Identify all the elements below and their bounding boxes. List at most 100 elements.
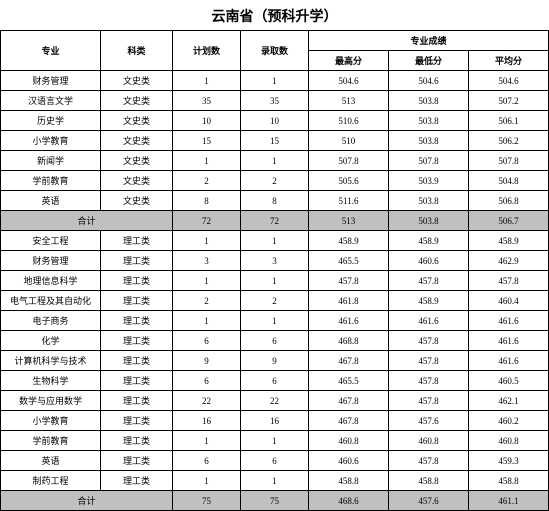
cell-avg: 461.6 <box>469 311 549 331</box>
table-body: 财务管理文史类11504.6504.6504.6汉语言文学文史类35355135… <box>1 71 549 511</box>
cell-min: 504.6 <box>389 71 469 91</box>
table-row: 财务管理文史类11504.6504.6504.6 <box>1 71 549 91</box>
subtotal-admit: 72 <box>241 211 309 231</box>
subtotal-min: 503.8 <box>389 211 469 231</box>
table-row: 电子商务理工类11461.6461.6461.6 <box>1 311 549 331</box>
cell-max: 465.5 <box>309 251 389 271</box>
cell-min: 457.6 <box>389 411 469 431</box>
cell-avg: 504.8 <box>469 171 549 191</box>
cell-plan: 10 <box>173 111 241 131</box>
cell-avg: 507.8 <box>469 151 549 171</box>
table-row: 小学教育文史类1515510503.8506.2 <box>1 131 549 151</box>
cell-plan: 6 <box>173 331 241 351</box>
cell-min: 458.9 <box>389 291 469 311</box>
cell-category: 理工类 <box>101 311 173 331</box>
cell-plan: 6 <box>173 371 241 391</box>
cell-max: 467.8 <box>309 351 389 371</box>
cell-category: 文史类 <box>101 171 173 191</box>
subtotal-avg: 506.7 <box>469 211 549 231</box>
cell-plan: 2 <box>173 291 241 311</box>
cell-plan: 1 <box>173 231 241 251</box>
cell-admit: 1 <box>241 431 309 451</box>
header-plan: 计划数 <box>173 31 241 71</box>
cell-major: 电气工程及其自动化 <box>1 291 101 311</box>
table-row: 安全工程理工类11458.9458.9458.9 <box>1 231 549 251</box>
cell-category: 理工类 <box>101 471 173 491</box>
table-row: 英语文史类88511.6503.8506.8 <box>1 191 549 211</box>
cell-major: 小学教育 <box>1 411 101 431</box>
cell-admit: 1 <box>241 271 309 291</box>
table-header: 专业 科类 计划数 录取数 专业成绩 最高分 最低分 平均分 <box>1 31 549 71</box>
cell-admit: 3 <box>241 251 309 271</box>
cell-category: 理工类 <box>101 351 173 371</box>
cell-admit: 1 <box>241 71 309 91</box>
cell-major: 英语 <box>1 451 101 471</box>
cell-admit: 16 <box>241 411 309 431</box>
table-row: 学前教育文史类22505.6503.9504.8 <box>1 171 549 191</box>
cell-major: 英语 <box>1 191 101 211</box>
cell-min: 457.8 <box>389 351 469 371</box>
cell-min: 503.8 <box>389 191 469 211</box>
cell-min: 457.8 <box>389 331 469 351</box>
table-row: 历史学文史类1010510.6503.8506.1 <box>1 111 549 131</box>
cell-category: 文史类 <box>101 131 173 151</box>
cell-plan: 8 <box>173 191 241 211</box>
cell-major: 汉语言文学 <box>1 91 101 111</box>
table-row: 财务管理理工类33465.5460.6462.9 <box>1 251 549 271</box>
cell-admit: 10 <box>241 111 309 131</box>
cell-avg: 504.6 <box>469 71 549 91</box>
cell-min: 458.9 <box>389 231 469 251</box>
subtotal-min: 457.6 <box>389 491 469 511</box>
header-score-group: 专业成绩 <box>309 31 549 51</box>
header-min: 最低分 <box>389 51 469 71</box>
table-row: 汉语言文学文史类3535513503.8507.2 <box>1 91 549 111</box>
cell-admit: 1 <box>241 471 309 491</box>
cell-major: 学前教育 <box>1 171 101 191</box>
cell-avg: 457.8 <box>469 271 549 291</box>
table-row: 制药工程理工类11458.8458.8458.8 <box>1 471 549 491</box>
cell-admit: 8 <box>241 191 309 211</box>
cell-avg: 460.8 <box>469 431 549 451</box>
cell-min: 460.8 <box>389 431 469 451</box>
cell-plan: 15 <box>173 131 241 151</box>
subtotal-row: 合计7272513503.8506.7 <box>1 211 549 231</box>
subtotal-avg: 461.1 <box>469 491 549 511</box>
cell-major: 地理信息科学 <box>1 271 101 291</box>
cell-major: 电子商务 <box>1 311 101 331</box>
cell-avg: 458.9 <box>469 231 549 251</box>
table-row: 新闻学文史类11507.8507.8507.8 <box>1 151 549 171</box>
cell-admit: 9 <box>241 351 309 371</box>
cell-admit: 6 <box>241 371 309 391</box>
cell-max: 461.8 <box>309 291 389 311</box>
cell-major: 制药工程 <box>1 471 101 491</box>
cell-admit: 1 <box>241 231 309 251</box>
cell-min: 458.8 <box>389 471 469 491</box>
cell-category: 理工类 <box>101 271 173 291</box>
header-max: 最高分 <box>309 51 389 71</box>
cell-admit: 15 <box>241 131 309 151</box>
cell-max: 504.6 <box>309 71 389 91</box>
cell-max: 467.8 <box>309 411 389 431</box>
cell-admit: 1 <box>241 311 309 331</box>
cell-max: 460.8 <box>309 431 389 451</box>
cell-avg: 459.3 <box>469 451 549 471</box>
cell-avg: 460.4 <box>469 291 549 311</box>
cell-max: 457.8 <box>309 271 389 291</box>
cell-min: 507.8 <box>389 151 469 171</box>
cell-category: 理工类 <box>101 331 173 351</box>
cell-min: 461.6 <box>389 311 469 331</box>
cell-admit: 6 <box>241 451 309 471</box>
cell-max: 507.8 <box>309 151 389 171</box>
cell-major: 新闻学 <box>1 151 101 171</box>
cell-plan: 1 <box>173 151 241 171</box>
cell-avg: 462.9 <box>469 251 549 271</box>
cell-plan: 1 <box>173 311 241 331</box>
cell-avg: 507.2 <box>469 91 549 111</box>
subtotal-max: 513 <box>309 211 389 231</box>
cell-plan: 9 <box>173 351 241 371</box>
cell-plan: 22 <box>173 391 241 411</box>
cell-plan: 2 <box>173 171 241 191</box>
cell-major: 生物科学 <box>1 371 101 391</box>
cell-avg: 458.8 <box>469 471 549 491</box>
cell-plan: 1 <box>173 71 241 91</box>
